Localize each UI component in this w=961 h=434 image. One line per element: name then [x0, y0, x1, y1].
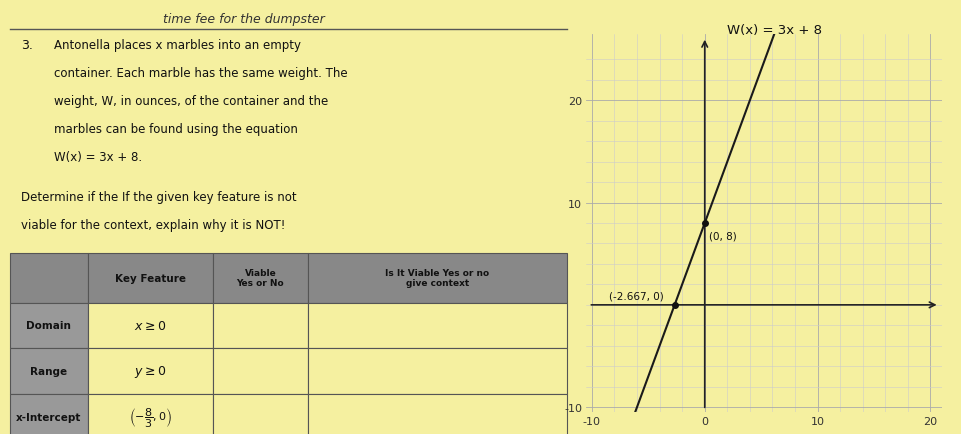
Text: W(x) = 3x + 8: W(x) = 3x + 8 — [727, 24, 823, 37]
Bar — [213, 303, 308, 349]
Bar — [10, 394, 87, 434]
Text: container. Each marble has the same weight. The: container. Each marble has the same weig… — [54, 67, 348, 80]
Bar — [87, 303, 213, 349]
Text: $y \geq 0$: $y \geq 0$ — [135, 363, 166, 379]
Bar — [213, 394, 308, 434]
Text: Antonella places x marbles into an empty: Antonella places x marbles into an empty — [54, 39, 301, 52]
Bar — [87, 253, 213, 303]
Bar — [10, 349, 87, 394]
Text: x-Intercept: x-Intercept — [16, 412, 82, 422]
Bar — [10, 303, 87, 349]
Text: weight, W, in ounces, of the container and the: weight, W, in ounces, of the container a… — [54, 95, 329, 108]
Bar — [213, 253, 308, 303]
Text: (0, 8): (0, 8) — [709, 230, 737, 240]
Text: Domain: Domain — [26, 321, 71, 331]
Text: 3.: 3. — [21, 39, 33, 52]
Bar — [87, 349, 213, 394]
Text: viable for the context, explain why it is NOT!: viable for the context, explain why it i… — [21, 219, 285, 232]
Bar — [308, 349, 567, 394]
Text: $x \geq 0$: $x \geq 0$ — [135, 319, 166, 332]
Bar — [308, 253, 567, 303]
Bar — [213, 349, 308, 394]
Text: time fee for the dumpster: time fee for the dumpster — [162, 13, 325, 26]
Bar — [308, 394, 567, 434]
Bar — [308, 303, 567, 349]
Text: $\left(-\dfrac{8}{3},0\right)$: $\left(-\dfrac{8}{3},0\right)$ — [129, 405, 172, 428]
Bar — [10, 253, 87, 303]
Text: W(x) = 3x + 8.: W(x) = 3x + 8. — [54, 150, 142, 163]
Text: Key Feature: Key Feature — [115, 273, 185, 283]
Text: Is It Viable Yes or no
give context: Is It Viable Yes or no give context — [385, 268, 489, 288]
Text: (-2.667, 0): (-2.667, 0) — [609, 291, 664, 301]
Text: Range: Range — [30, 366, 67, 376]
Text: marbles can be found using the equation: marbles can be found using the equation — [54, 122, 298, 135]
Bar — [87, 394, 213, 434]
Text: Viable
Yes or No: Viable Yes or No — [236, 268, 284, 288]
Text: Determine if the If the given key feature is not: Determine if the If the given key featur… — [21, 191, 296, 204]
